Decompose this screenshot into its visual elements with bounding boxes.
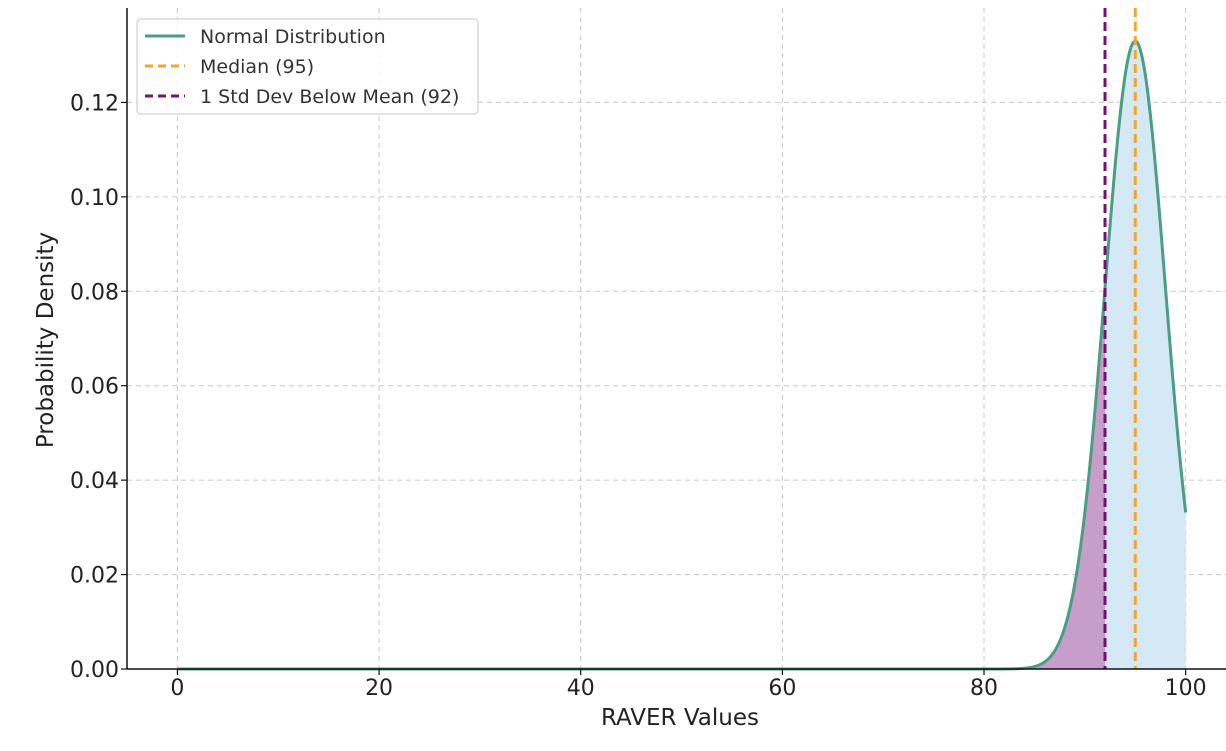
y-tick-label: 0.06 xyxy=(70,375,119,400)
tick-labels: 0 20 40 60 80 100 0.00 0.02 0.04 0.06 0.08 0.10 0.12 xyxy=(70,91,1207,701)
area-fills xyxy=(177,41,1186,669)
legend-label: Median (95) xyxy=(200,56,314,78)
legend-label: 1 Std Dev Below Mean (92) xyxy=(200,86,459,108)
x-axis-label: RAVER Values xyxy=(601,705,759,731)
y-tick-label: 0.10 xyxy=(70,186,119,211)
x-tick-label: 20 xyxy=(365,676,393,701)
x-tick-label: 0 xyxy=(170,676,184,701)
legend-label: Normal Distribution xyxy=(200,26,386,48)
y-tick-label: 0.08 xyxy=(70,280,119,305)
legend: Normal Distribution Median (95) 1 Std Dev … xyxy=(136,18,479,115)
y-tick-label: 0.00 xyxy=(70,658,119,683)
x-tick-label: 80 xyxy=(970,676,998,701)
y-tick-label: 0.02 xyxy=(70,564,119,589)
legend-box xyxy=(136,18,479,115)
y-tick-label: 0.04 xyxy=(70,469,119,494)
y-tick-label: 0.12 xyxy=(70,91,119,116)
fill-below-threshold xyxy=(177,288,1106,669)
fill-above-threshold xyxy=(1105,41,1186,669)
axes xyxy=(121,8,1226,675)
x-tick-label: 60 xyxy=(768,676,796,701)
y-axis-label: Probability Density xyxy=(33,232,59,448)
x-tick-label: 40 xyxy=(567,676,595,701)
x-tick-label: 100 xyxy=(1165,676,1207,701)
